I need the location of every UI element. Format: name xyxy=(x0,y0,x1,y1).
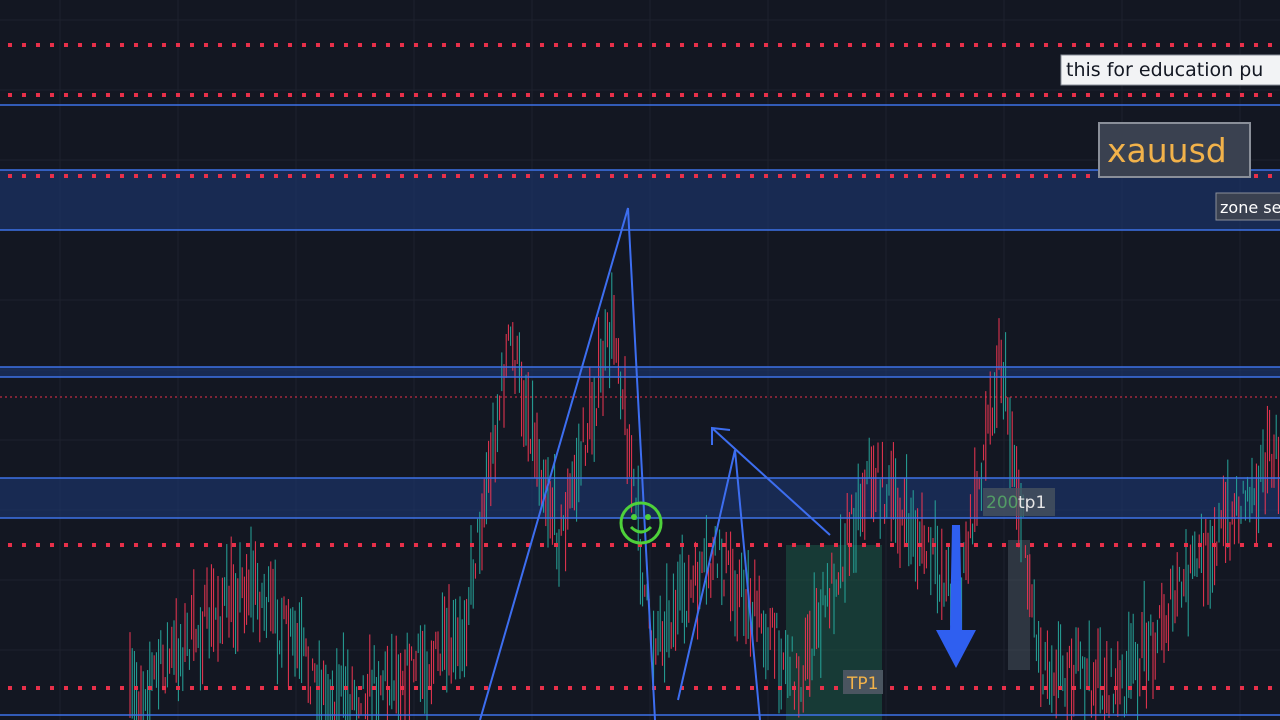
triangle xyxy=(479,207,656,720)
smiley xyxy=(619,501,663,545)
smiley-eye xyxy=(631,514,637,520)
arrow-head xyxy=(711,426,731,445)
note-box xyxy=(1060,54,1280,86)
zone-label: zone se xyxy=(1220,198,1280,217)
tp-label: tp1 xyxy=(1018,493,1046,513)
drawings xyxy=(479,207,831,720)
zone-band xyxy=(0,367,1280,377)
tp-box xyxy=(843,670,883,694)
horizontal-lines xyxy=(0,104,1280,716)
smiley-eye xyxy=(645,514,651,520)
candles xyxy=(129,272,1279,720)
tp-box xyxy=(983,488,1055,516)
down-arrow xyxy=(936,525,976,668)
education-note: this for education pu xyxy=(1066,59,1263,81)
trade-zone xyxy=(1008,540,1030,670)
tp-pips: 200 xyxy=(986,493,1018,513)
zone-box xyxy=(1215,192,1280,221)
smiley-mouth xyxy=(629,525,653,534)
symbol-label: xauusd xyxy=(1107,131,1227,170)
dotted-lines xyxy=(8,43,1280,690)
zone-band xyxy=(0,170,1280,230)
tp-label: TP1 xyxy=(846,674,878,694)
symbol-box xyxy=(1098,122,1251,178)
arrow-line xyxy=(711,427,831,536)
zone-band xyxy=(0,478,1280,518)
smiley-face xyxy=(619,501,663,545)
